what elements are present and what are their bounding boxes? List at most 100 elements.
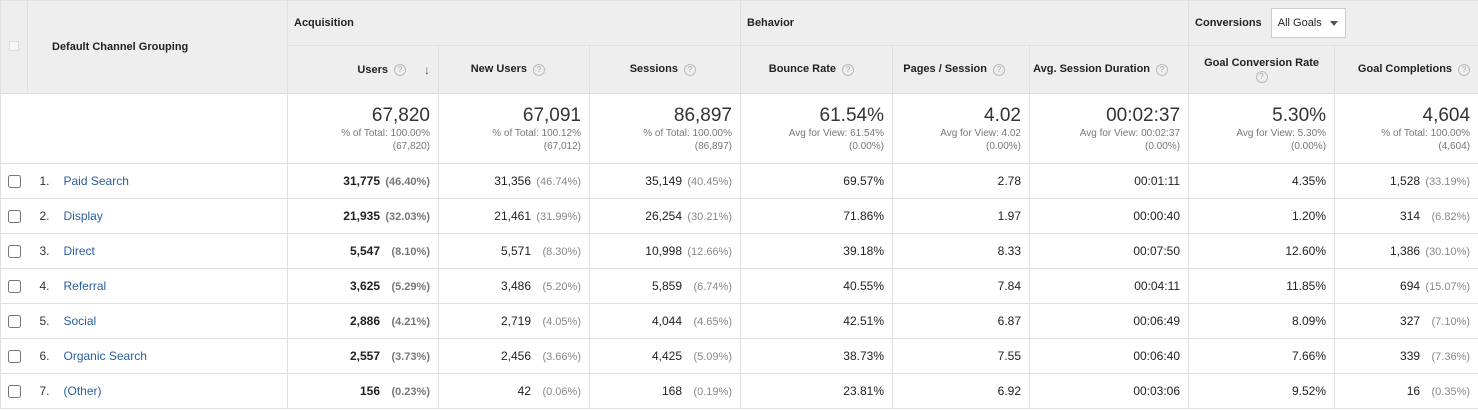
channel-link[interactable]: Referral [63, 279, 107, 293]
channel-link[interactable]: Direct [63, 244, 95, 258]
col-goal-completions-label: Goal Completions [1357, 63, 1453, 76]
bounce-rate-cell: 23.81% [740, 373, 893, 409]
help-icon[interactable]: ? [993, 63, 1005, 76]
total-note: (0.00%) [848, 140, 884, 152]
dimension-header[interactable]: Default Channel Grouping [27, 0, 288, 94]
help-icon[interactable]: ? [394, 63, 406, 76]
total-note: (0.00%) [1291, 140, 1327, 152]
channel-cell: 4. Referral [27, 268, 288, 304]
total-goal-conv-rate: 5.30% Avg for View: 5.30% (0.00%) [1188, 93, 1336, 164]
col-goal-conv-rate[interactable]: Goal Conversion Rate? [1188, 45, 1336, 94]
sessions-cell: 26,254 (30.21%) [589, 198, 741, 234]
goal-completions-pct: (0.35%) [1431, 386, 1471, 398]
table-row[interactable]: 1. Paid Search 31,775 (46.40%) 31,356 (46.7… [0, 163, 1478, 199]
group-behavior: Behavior [739, 0, 1190, 46]
channel-link[interactable]: Social [63, 314, 97, 328]
row-checkbox[interactable] [7, 385, 21, 399]
table-row[interactable]: 7. (Other) 156 (0.23%) 42 (0.06%) 168 (0.19%… [0, 373, 1478, 409]
table-row[interactable]: 6. Organic Search 2,557 (3.73%) 2,456 (3.66… [0, 338, 1478, 374]
help-icon[interactable]: ? [842, 63, 854, 76]
users-pct: (5.29%) [391, 281, 430, 293]
col-users[interactable]: Users? ↓ [287, 45, 439, 94]
row-number: 5. [39, 314, 50, 328]
row-number: 6. [39, 349, 50, 363]
row-checkbox[interactable] [7, 280, 21, 294]
avg-duration-cell: 00:00:40 [1028, 198, 1190, 234]
table-row[interactable]: 5. Social 2,886 (4.21%) 2,719 (4.05%) 4,044… [0, 303, 1478, 339]
select-all-cell[interactable] [0, 0, 28, 94]
users-pct: (3.73%) [391, 351, 430, 363]
new-users-value: 3,486 [500, 279, 531, 293]
row-checkbox[interactable] [7, 245, 21, 259]
channel-link[interactable]: Display [63, 209, 103, 223]
sort-down-arrow-icon[interactable]: ↓ [424, 62, 430, 77]
row-checkbox-cell[interactable] [0, 233, 28, 269]
goal-completions-cell: 327 (7.10%) [1334, 303, 1478, 339]
total-value: 00:02:37 [1106, 104, 1181, 126]
sessions-pct: (6.74%) [693, 281, 732, 293]
row-checkbox-cell[interactable] [0, 268, 28, 304]
sessions-cell: 168 (0.19%) [589, 373, 741, 409]
row-checkbox[interactable] [7, 175, 21, 189]
pages-session-cell: 6.92 [892, 373, 1030, 409]
col-goal-completions[interactable]: Goal Completions? [1334, 45, 1478, 94]
goal-completions-value: 1,528 [1390, 174, 1421, 188]
row-checkbox-cell[interactable] [0, 338, 28, 374]
help-icon[interactable]: ? [684, 63, 696, 76]
users-value: 3,625 [349, 279, 380, 293]
select-all-checkbox[interactable] [9, 41, 19, 51]
help-icon[interactable]: ? [1255, 70, 1268, 83]
avg-duration-cell: 00:06:49 [1028, 303, 1190, 339]
sessions-cell: 10,998 (12.66%) [589, 233, 741, 269]
col-users-label: Users [357, 63, 388, 76]
sessions-cell: 35,149 (40.45%) [589, 163, 741, 199]
row-number: 2. [39, 209, 50, 223]
total-note: (0.00%) [1145, 140, 1181, 152]
pages-session-cell: 2.78 [892, 163, 1030, 199]
goal-select-dropdown[interactable]: All Goals [1270, 8, 1346, 38]
avg-duration-cell: 00:03:06 [1028, 373, 1190, 409]
channel-link[interactable]: Paid Search [63, 174, 129, 188]
goal-completions-pct: (30.10%) [1425, 246, 1471, 258]
row-number: 3. [39, 244, 50, 258]
table-row[interactable]: 2. Display 21,935 (32.03%) 21,461 (31.99%) … [0, 198, 1478, 234]
bounce-rate-cell: 40.55% [740, 268, 893, 304]
row-checkbox-cell[interactable] [0, 303, 28, 339]
users-cell: 2,886 (4.21%) [287, 303, 439, 339]
channel-link[interactable]: Organic Search [63, 349, 147, 363]
row-checkbox-cell[interactable] [0, 373, 28, 409]
col-pages-session[interactable]: Pages / Session? [892, 45, 1030, 94]
users-value: 31,775 [343, 174, 380, 188]
new-users-cell: 2,719 (4.05%) [438, 303, 590, 339]
sessions-pct: (0.19%) [693, 386, 732, 398]
row-checkbox-cell[interactable] [0, 163, 28, 199]
goal-completions-cell: 339 (7.36%) [1334, 338, 1478, 374]
total-users: 67,820% of Total: 100.00% (67,820) [287, 93, 439, 164]
pages-session-cell: 8.33 [892, 233, 1030, 269]
help-icon[interactable]: ? [1458, 63, 1471, 76]
avg-duration-cell: 00:01:11 [1028, 163, 1190, 199]
bounce-rate-cell: 69.57% [740, 163, 893, 199]
users-cell: 2,557 (3.73%) [287, 338, 439, 374]
total-note: Avg for View: 61.54% [788, 127, 884, 139]
help-icon[interactable]: ? [1156, 63, 1169, 76]
total-value: 86,897 [673, 104, 732, 126]
col-avg-duration[interactable]: Avg. Session Duration? [1028, 45, 1190, 94]
col-bounce-rate[interactable]: Bounce Rate? [740, 45, 893, 94]
users-pct: (32.03%) [385, 211, 430, 223]
users-pct: (4.21%) [391, 316, 430, 328]
row-checkbox[interactable] [7, 315, 21, 329]
row-checkbox[interactable] [7, 350, 21, 364]
table-row[interactable]: 4. Referral 3,625 (5.29%) 3,486 (5.20%) 5,8… [0, 268, 1478, 304]
goal-completions-cell: 694 (15.07%) [1334, 268, 1478, 304]
col-sessions[interactable]: Sessions? [589, 45, 741, 94]
users-value: 5,547 [349, 244, 380, 258]
group-conversions: Conversions All Goals [1188, 0, 1478, 46]
row-checkbox-cell[interactable] [0, 198, 28, 234]
col-new-users[interactable]: New Users? [438, 45, 590, 94]
help-icon[interactable]: ? [533, 63, 545, 76]
row-checkbox[interactable] [7, 210, 21, 224]
channel-link[interactable]: (Other) [63, 384, 102, 398]
table-row[interactable]: 3. Direct 5,547 (8.10%) 5,571 (8.30%) 10,99… [0, 233, 1478, 269]
